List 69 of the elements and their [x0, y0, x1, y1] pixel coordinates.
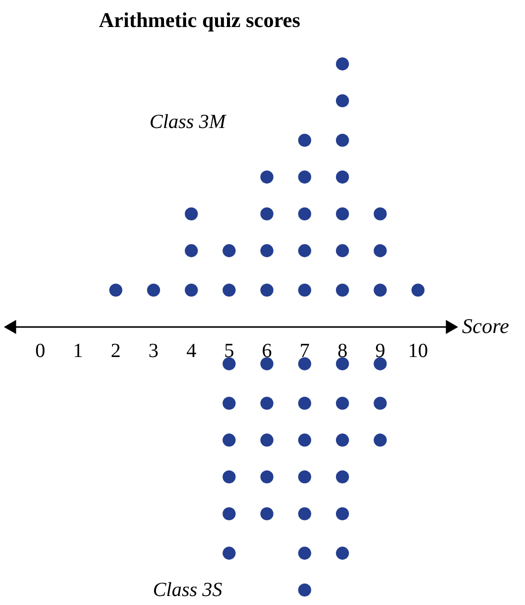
x-tick-label: 4	[186, 340, 196, 362]
point	[222, 434, 236, 447]
chart-title: Arithmetic quiz scores	[98, 8, 300, 32]
point	[298, 134, 312, 147]
x-tick-label: 2	[110, 340, 121, 362]
point	[336, 284, 349, 297]
x-tick-label: 1	[73, 340, 83, 362]
point	[298, 507, 312, 520]
point	[222, 357, 236, 370]
point	[260, 434, 274, 447]
x-tick-label: 3	[148, 340, 159, 362]
point	[298, 546, 312, 560]
point	[298, 357, 312, 370]
point	[260, 507, 274, 520]
x-tick-label: 9	[375, 340, 386, 362]
point	[222, 507, 236, 520]
point	[336, 134, 349, 147]
point	[374, 396, 387, 410]
point	[336, 57, 349, 70]
point	[222, 470, 236, 484]
point	[298, 284, 312, 297]
point	[298, 244, 312, 258]
point	[222, 244, 236, 258]
point	[260, 170, 274, 184]
point	[374, 244, 387, 258]
point	[336, 207, 349, 220]
x-tick-label: 5	[224, 340, 234, 362]
point	[374, 207, 387, 220]
point	[336, 396, 349, 410]
point	[336, 357, 349, 370]
point	[222, 546, 236, 560]
point	[184, 284, 198, 297]
point	[260, 284, 274, 297]
x-axis-title: Score	[462, 314, 510, 338]
series-label: Class 3S	[152, 579, 222, 602]
point	[298, 207, 312, 220]
point	[411, 284, 425, 297]
point	[336, 507, 349, 520]
point	[147, 284, 160, 297]
point	[336, 434, 349, 447]
point	[298, 396, 312, 410]
point	[184, 244, 198, 258]
point	[336, 170, 349, 184]
point	[260, 470, 274, 484]
point	[184, 207, 198, 220]
point	[374, 434, 387, 447]
x-tick-label: 0	[35, 340, 46, 362]
text: Class 3M	[149, 110, 227, 133]
point	[298, 434, 312, 447]
point	[374, 284, 387, 297]
x-tick-label: 10	[408, 340, 428, 362]
point	[374, 357, 387, 370]
x-tick-label: 6	[262, 340, 272, 362]
point	[260, 396, 274, 410]
point	[336, 94, 349, 108]
point	[336, 470, 349, 484]
point	[222, 284, 236, 297]
point	[260, 244, 274, 258]
point	[298, 170, 312, 184]
point	[260, 207, 274, 220]
point	[260, 357, 274, 370]
point	[222, 396, 236, 410]
point	[298, 470, 312, 484]
point	[336, 244, 349, 258]
point	[298, 584, 312, 597]
x-tick-label: 8	[337, 340, 348, 362]
x-tick-label: 7	[300, 340, 310, 362]
point	[109, 284, 122, 297]
point	[336, 546, 349, 560]
